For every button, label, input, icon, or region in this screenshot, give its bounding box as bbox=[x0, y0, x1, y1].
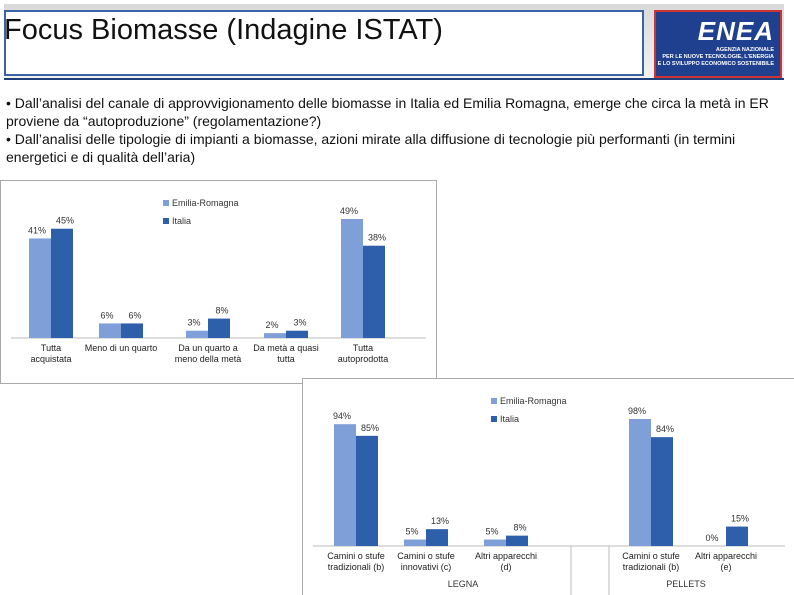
x-tick-label: Tutta autoprodotta bbox=[337, 343, 389, 364]
value-label: 6% bbox=[100, 310, 113, 320]
group-label: PELLETS bbox=[666, 579, 706, 589]
bar bbox=[356, 435, 378, 546]
bar bbox=[404, 539, 426, 546]
x-tick-label: Altri apparecchi (d) bbox=[474, 551, 538, 572]
label-box: Da metà a quasi tutta bbox=[253, 343, 319, 364]
bar bbox=[29, 238, 51, 338]
value-label: 6% bbox=[128, 310, 141, 320]
label-box: Meno di un quarto bbox=[84, 343, 158, 353]
legend-label: Emilia-Romagna bbox=[500, 396, 567, 406]
bar bbox=[363, 245, 385, 338]
logo-line: PER LE NUOVE TECNOLOGIE, L'ENERGIA bbox=[662, 54, 774, 60]
logo: ENEA AGENZIA NAZIONALE PER LE NUOVE TECN… bbox=[654, 10, 782, 78]
label-box: Camini o stufe innovativi (c) bbox=[397, 551, 455, 572]
bar bbox=[286, 330, 308, 338]
legend-swatch bbox=[163, 218, 169, 224]
value-label: 3% bbox=[187, 318, 200, 328]
bar bbox=[651, 437, 673, 546]
value-label: 8% bbox=[513, 523, 526, 533]
value-label: 8% bbox=[215, 306, 228, 316]
legend-label: Italia bbox=[172, 216, 191, 226]
bullet-list: • Dall’analisi del canale di approvvigio… bbox=[6, 94, 776, 166]
legend-label: Italia bbox=[500, 414, 519, 424]
logo-line: AGENZIA NAZIONALE bbox=[715, 47, 774, 53]
bar bbox=[121, 323, 143, 338]
label-box: Tutta autoprodotta bbox=[337, 343, 389, 364]
logo-line: E LO SVILUPPO ECONOMICO SOSTENIBILE bbox=[657, 61, 774, 67]
value-label: 84% bbox=[656, 424, 674, 434]
value-label: 45% bbox=[56, 216, 74, 226]
bar bbox=[99, 323, 121, 338]
x-tick-label: Camini o stufe innovativi (c) bbox=[397, 551, 455, 572]
x-tick-label: Meno di un quarto bbox=[84, 343, 158, 353]
bar bbox=[186, 330, 208, 338]
chart: Emilia-Romagna 41% 6% 3% 2% 49% Italia 45% 6% 8% 3… bbox=[0, 180, 437, 384]
label-box: Altri apparecchi (d) bbox=[474, 551, 538, 572]
value-label: 13% bbox=[431, 516, 449, 526]
label-box: Da un quarto a meno della metà bbox=[174, 343, 242, 364]
bullet: • Dall’analisi delle tipologie di impian… bbox=[6, 131, 736, 165]
x-tick-label: Camini o stufe tradizionali (b) bbox=[622, 551, 680, 572]
x-tick-label: Tutta acquistata bbox=[30, 343, 72, 364]
value-label: 5% bbox=[485, 527, 498, 537]
label-box: Camini o stufe tradizionali (b) bbox=[622, 551, 680, 572]
value-label: 41% bbox=[28, 225, 46, 235]
value-label: 0% bbox=[705, 533, 718, 543]
label-box: Tutta acquistata bbox=[30, 343, 72, 364]
bar bbox=[726, 526, 748, 546]
bar bbox=[51, 228, 73, 338]
x-tick-label: Da un quarto a meno della metà bbox=[174, 343, 242, 364]
legend-swatch bbox=[491, 398, 497, 404]
x-tick-label: Altri apparecchi (e) bbox=[694, 551, 758, 572]
bar bbox=[506, 535, 528, 546]
bar bbox=[334, 424, 356, 546]
value-label: 38% bbox=[368, 233, 386, 243]
title-box bbox=[4, 10, 644, 76]
value-label: 94% bbox=[333, 411, 351, 421]
legend-swatch bbox=[491, 416, 497, 422]
logo-name: ENEA bbox=[697, 16, 774, 46]
x-tick-label: Camini o stufe tradizionali (b) bbox=[327, 551, 385, 572]
group-label: LEGNA bbox=[448, 579, 479, 589]
chart: Emilia-Romagna 94% 5% 5% 98% 0% Italia 85% 13% 8%… bbox=[302, 378, 794, 595]
legend-label: Emilia-Romagna bbox=[172, 198, 239, 208]
bar bbox=[629, 419, 651, 546]
bullet: • Dall’analisi del canale di approvvigio… bbox=[6, 95, 769, 129]
bar bbox=[341, 219, 363, 338]
value-label: 2% bbox=[265, 320, 278, 330]
value-label: 5% bbox=[405, 527, 418, 537]
value-label: 49% bbox=[340, 206, 358, 216]
bar bbox=[264, 333, 286, 338]
value-label: 15% bbox=[731, 514, 749, 524]
label-box: Altri apparecchi (e) bbox=[694, 551, 758, 572]
value-label: 3% bbox=[293, 318, 306, 328]
label-box: Camini o stufe tradizionali (b) bbox=[327, 551, 385, 572]
value-label: 85% bbox=[361, 423, 379, 433]
legend-swatch bbox=[163, 200, 169, 206]
bar bbox=[208, 318, 230, 338]
bar bbox=[484, 539, 506, 546]
bar bbox=[426, 529, 448, 546]
value-label: 98% bbox=[628, 406, 646, 416]
slide-title: Focus Biomasse (Indagine ISTAT) bbox=[4, 14, 443, 46]
x-tick-label: Da metà a quasi tutta bbox=[253, 343, 319, 364]
